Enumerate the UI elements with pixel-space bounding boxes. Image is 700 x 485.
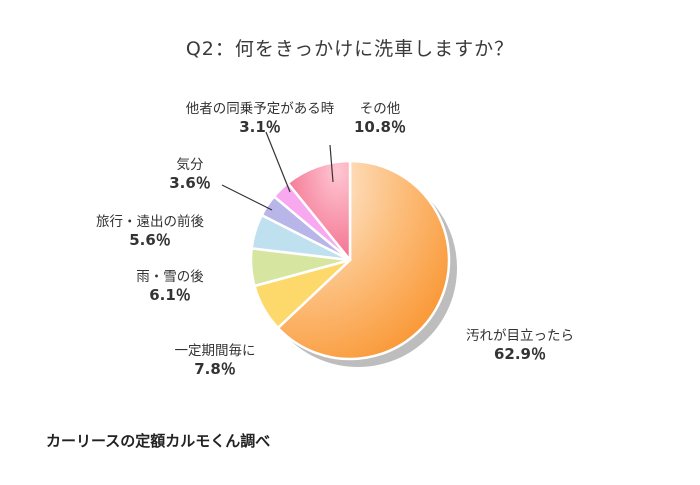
slice-label-name: 一定期間毎に bbox=[174, 343, 256, 359]
slice-label-7: その他 10.8％ bbox=[340, 101, 420, 137]
slice-label-value: 7.8％ bbox=[194, 359, 236, 378]
slice-label-name: 汚れが目立ったら bbox=[466, 328, 574, 344]
slice-label-value: 3.6％ bbox=[169, 173, 211, 192]
source-credit: カーリースの定額カルモくん調べ bbox=[46, 432, 271, 450]
leader-line-7 bbox=[329, 144, 334, 183]
leader-line-6 bbox=[265, 131, 291, 193]
slice-label-name: 気分 bbox=[176, 157, 204, 173]
slice-label-3: 雨・雪の後 6.1％ bbox=[120, 269, 220, 305]
slice-label-5: 気分 3.6％ bbox=[160, 157, 220, 193]
slice-label-1: 汚れが目立ったら 62.9％ bbox=[460, 328, 580, 364]
slice-label-value: 6.1％ bbox=[149, 285, 191, 304]
slice-label-value: 3.1％ bbox=[239, 117, 281, 136]
slice-label-value: 5.6％ bbox=[129, 230, 171, 249]
slice-label-2: 一定期間毎に 7.8％ bbox=[160, 343, 270, 379]
slice-label-name: 他者の同乗予定がある時 bbox=[185, 101, 335, 117]
slice-label-6: 他者の同乗予定がある時 3.1％ bbox=[170, 101, 350, 137]
chart-title: Q2：何をきっかけに洗車しますか？ bbox=[185, 38, 515, 60]
slice-label-value: 10.8％ bbox=[353, 117, 406, 136]
slice-label-4: 旅行・遠出の前後 5.6％ bbox=[80, 214, 220, 250]
leader-line-5 bbox=[221, 184, 273, 211]
pie-slice-7 bbox=[286, 159, 352, 262]
pie-slice-1 bbox=[276, 159, 451, 361]
slice-label-name: 雨・雪の後 bbox=[136, 269, 204, 285]
slice-label-name: 旅行・遠出の前後 bbox=[96, 214, 204, 230]
slice-label-value: 62.9％ bbox=[493, 344, 546, 363]
slice-label-name: その他 bbox=[359, 101, 401, 117]
